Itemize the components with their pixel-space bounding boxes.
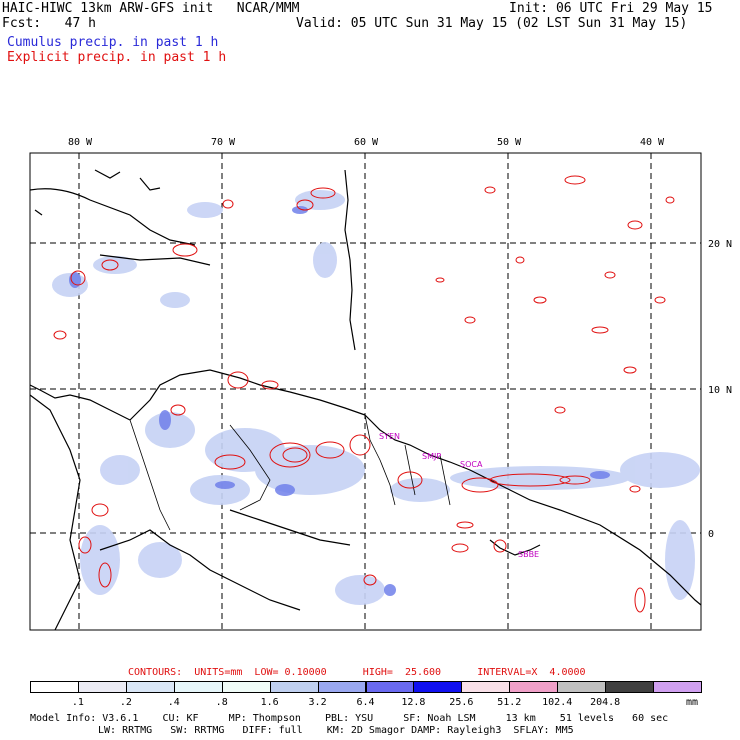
colorbar-tick-label: 25.6: [449, 697, 474, 708]
colorbar-tick-label: 1.6: [260, 697, 279, 708]
lat-lon-grid: [30, 153, 701, 630]
colorbar-tick-label: .4: [167, 697, 180, 708]
colorbar-tick-label: .8: [215, 697, 228, 708]
lat-label-0: 0: [708, 529, 714, 540]
lon-label-50w: 50 W: [497, 137, 522, 148]
cumulus-precip-areas: [52, 190, 700, 605]
valid-time: Valid: 05 UTC Sun 31 May 15 (02 LST Sun …: [296, 16, 688, 31]
colorbar-swatch: [653, 681, 702, 693]
colorbar-tick-label: .1: [71, 697, 84, 708]
colorbar-swatch: [509, 681, 559, 693]
forecast-hour: Fcst: 47 h: [2, 16, 96, 31]
colorbar-swatch: [221, 681, 271, 693]
colorbar-tick-label: 6.4: [356, 697, 375, 708]
explicit-precip-label: Explicit precip. in past 1 h: [7, 50, 227, 65]
colorbar-tick-label: 12.8: [401, 697, 426, 708]
contours-info: CONTOURS: UNITS=mm LOW= 0.10000 HIGH= 25…: [128, 667, 586, 678]
cumulus-precip-label: Cumulus precip. in past 1 h: [7, 35, 219, 50]
colorbar-swatch: [77, 681, 127, 693]
colorbar-tick-label: 3.2: [308, 697, 327, 708]
lat-label-10n: 10 N: [708, 385, 732, 396]
colorbar-unit: mm: [686, 697, 699, 708]
model-info-line2: LW: RRTMG SW: RRTMG DIFF: full KM: 2D Sm…: [98, 725, 574, 736]
station-sbbe: SBBE: [518, 550, 539, 559]
lon-label-40w: 40 W: [640, 137, 665, 148]
station-soca: SOCA: [460, 460, 483, 469]
lon-label-60w: 60 W: [354, 137, 379, 148]
colorbar-swatch: [317, 681, 367, 693]
lon-label-80w: 80 W: [68, 137, 93, 148]
colorbar-swatch: [365, 681, 415, 693]
colorbar-swatch: [125, 681, 175, 693]
station-syen: SYEN: [379, 432, 400, 441]
heavy-cumulus-precip: [69, 206, 610, 596]
longitude-labels: 80 W 70 W 60 W 50 W 40 W: [68, 137, 665, 148]
colorbar-tick-label: .2: [119, 697, 132, 708]
init-time: Init: 06 UTC Fri 29 May 15: [509, 1, 713, 16]
colorbar-swatch: [557, 681, 607, 693]
colorbar-swatch: [269, 681, 319, 693]
colorbar-swatch: [605, 681, 655, 693]
borders: [129, 414, 451, 531]
colorbar-tick-label: 51.2: [497, 697, 522, 708]
latitude-labels: 20 N 10 N 0: [708, 239, 732, 540]
colorbar-swatch: [413, 681, 463, 693]
map-title: HAIC-HIWC 13km ARW-GFS init NCAR/MMM: [2, 1, 300, 16]
lat-label-20n: 20 N: [708, 239, 732, 250]
lon-label-70w: 70 W: [211, 137, 236, 148]
colorbar-swatch: [30, 681, 79, 693]
explicit-precip-contours: [53, 175, 675, 613]
station-smjp: SMJP: [422, 452, 441, 461]
colorbar-swatch: [461, 681, 511, 693]
model-info-line1: Model Info: V3.6.1 CU: KF MP: Thompson P…: [30, 713, 669, 724]
colorbar-tick-label: 204.8: [590, 697, 621, 708]
colorbar-swatch: [173, 681, 223, 693]
station-labels: SYEN SMJP SOCA SBBE: [379, 432, 539, 559]
colorbar-tick-label: 102.4: [542, 697, 573, 708]
coastlines: [29, 169, 702, 631]
